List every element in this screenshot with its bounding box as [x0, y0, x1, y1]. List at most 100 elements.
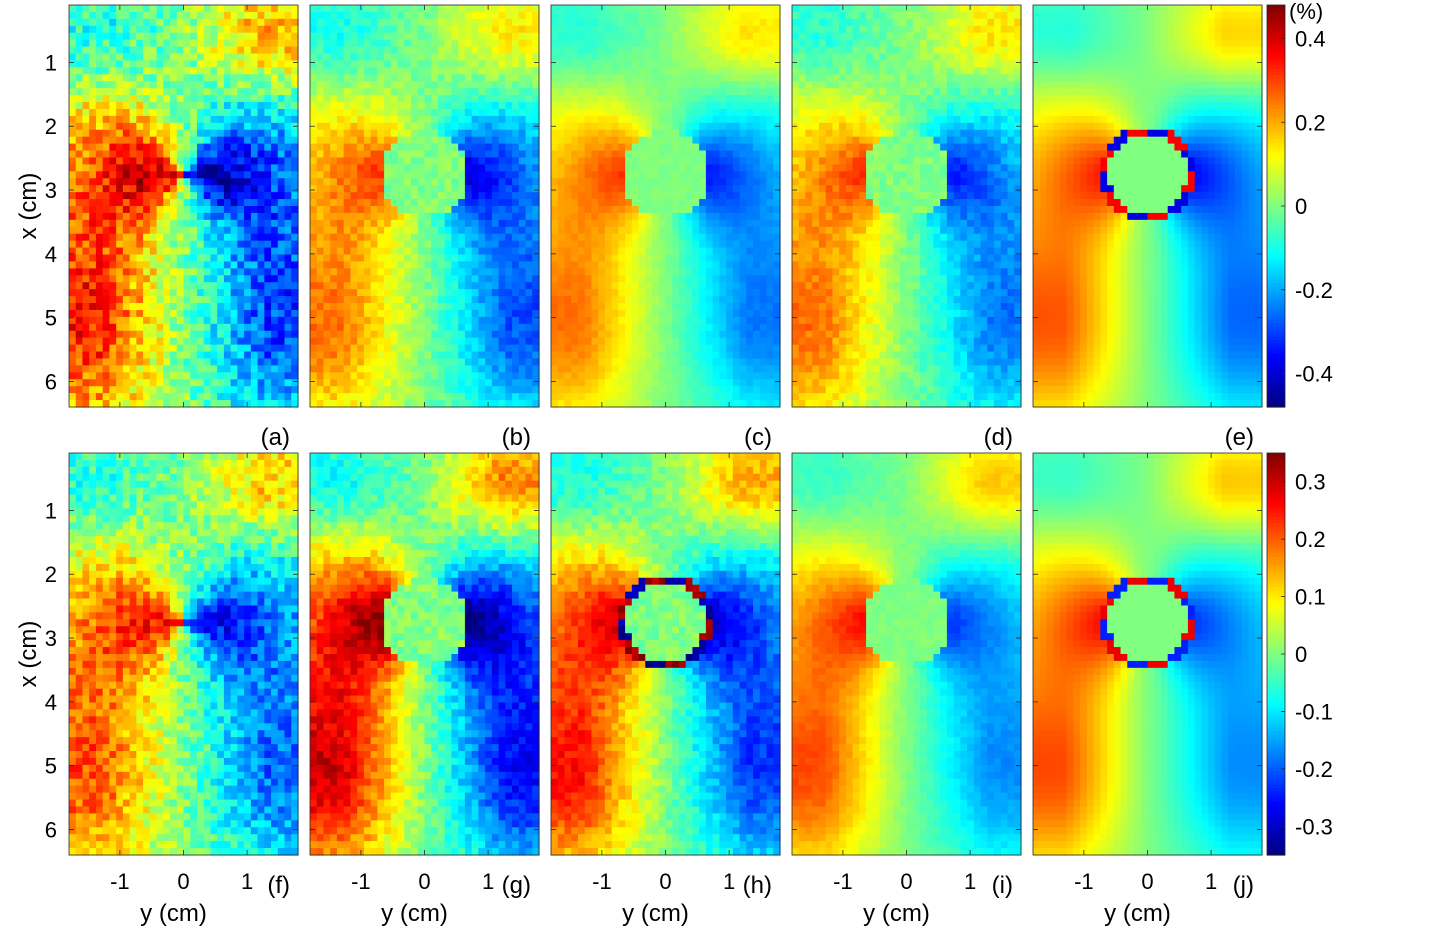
heatmap-cell: [532, 303, 540, 311]
heatmap-cell: [156, 296, 164, 304]
heatmap-cell: [310, 330, 318, 339]
heatmap-cell: [618, 32, 626, 41]
heatmap-cell: [89, 164, 97, 172]
heatmap-cell: [109, 240, 117, 249]
heatmap-cell: [343, 5, 352, 13]
heatmap-cell: [404, 289, 412, 297]
heatmap-cell: [116, 379, 124, 387]
heatmap-cell: [143, 337, 151, 346]
heatmap-cell: [244, 115, 252, 124]
heatmap-cell: [699, 171, 707, 179]
heatmap-cell: [766, 46, 774, 55]
heatmap-cell: [498, 164, 506, 172]
heatmap-cell: [109, 199, 117, 207]
heatmap-cell: [217, 88, 225, 96]
heatmap-cell: [773, 136, 781, 145]
heatmap-cell: [129, 268, 137, 276]
heatmap-cell: [753, 67, 761, 75]
heatmap-cell: [444, 206, 453, 214]
heatmap-cell: [638, 164, 646, 172]
heatmap-cell: [116, 372, 124, 380]
heatmap-cell: [712, 53, 720, 62]
heatmap-cell: [645, 67, 653, 75]
heatmap-cell: [739, 25, 747, 34]
heatmap-cell: [424, 185, 432, 193]
heatmap-cell: [250, 233, 259, 242]
heatmap-cell: [244, 254, 252, 263]
heatmap-cell: [363, 95, 372, 103]
heatmap-cell: [310, 219, 318, 228]
heatmap-cell: [370, 178, 378, 186]
heatmap-cell: [437, 122, 446, 131]
heatmap-cell: [156, 185, 164, 193]
heatmap-cell: [183, 323, 191, 332]
heatmap-cell: [512, 108, 520, 117]
heatmap-cell: [584, 122, 593, 131]
heatmap-cell: [116, 67, 124, 75]
heatmap-cell: [230, 81, 238, 89]
heatmap-cell: [316, 122, 325, 131]
heatmap-cell: [336, 108, 345, 117]
heatmap-cell: [203, 136, 212, 145]
heatmap-cell: [739, 108, 747, 117]
heatmap-cell: [230, 247, 238, 256]
heatmap-cell: [618, 67, 626, 75]
heatmap-cell: [316, 11, 325, 20]
heatmap-cell: [163, 254, 171, 263]
heatmap-cell: [377, 185, 385, 193]
heatmap-cell: [330, 400, 338, 408]
heatmap-cell: [109, 81, 117, 89]
heatmap-cell: [491, 282, 500, 290]
heatmap-cell: [336, 240, 345, 249]
heatmap-cell: [512, 32, 520, 41]
heatmap-cell: [431, 212, 439, 221]
heatmap-cell: [75, 136, 84, 145]
heatmap-cell: [89, 330, 97, 339]
heatmap-cell: [264, 323, 272, 332]
heatmap-cell: [518, 212, 527, 221]
heatmap-cell: [284, 122, 292, 131]
heatmap-cell: [444, 150, 453, 159]
heatmap-cell: [719, 108, 727, 117]
heatmap-cell: [284, 171, 292, 179]
heatmap-cell: [102, 11, 111, 20]
heatmap-cell: [719, 206, 727, 214]
heatmap-cell: [363, 18, 372, 27]
heatmap-cell: [271, 337, 279, 346]
heatmap-cell: [69, 282, 77, 290]
heatmap-cell: [203, 25, 212, 34]
heatmap-cell: [217, 289, 225, 297]
heatmap-cell: [163, 185, 171, 193]
heatmap-cell: [230, 67, 238, 75]
heatmap-cell: [437, 81, 446, 89]
heatmap-cell: [739, 115, 747, 124]
heatmap-cell: [471, 261, 479, 269]
heatmap-cell: [411, 164, 419, 172]
heatmap-cell: [257, 247, 265, 256]
heatmap-cell: [116, 351, 124, 360]
heatmap-cell: [685, 5, 694, 13]
heatmap-cell: [678, 185, 687, 193]
heatmap-cell: [384, 178, 392, 186]
heatmap-cell: [116, 122, 124, 131]
heatmap-cell: [377, 275, 385, 283]
heatmap-cell: [471, 323, 479, 332]
heatmap-cell: [464, 337, 473, 346]
heatmap-cell: [237, 365, 245, 373]
heatmap-cell: [190, 275, 198, 283]
heatmap-cell: [732, 136, 741, 145]
heatmap-cell: [109, 358, 117, 367]
heatmap-cell: [491, 171, 500, 179]
heatmap-cell: [244, 212, 252, 221]
heatmap-cell: [223, 206, 232, 214]
heatmap-cell: [532, 226, 540, 235]
heatmap-cell: [498, 233, 506, 242]
heatmap-cell: [196, 323, 205, 332]
heatmap-cell: [102, 143, 111, 152]
heatmap-cell: [203, 219, 212, 228]
heatmap-cell: [277, 185, 286, 193]
heatmap-cell: [357, 164, 365, 172]
heatmap-cell: [631, 46, 640, 55]
heatmap-cell: [210, 25, 218, 34]
heatmap-cell: [685, 88, 694, 96]
